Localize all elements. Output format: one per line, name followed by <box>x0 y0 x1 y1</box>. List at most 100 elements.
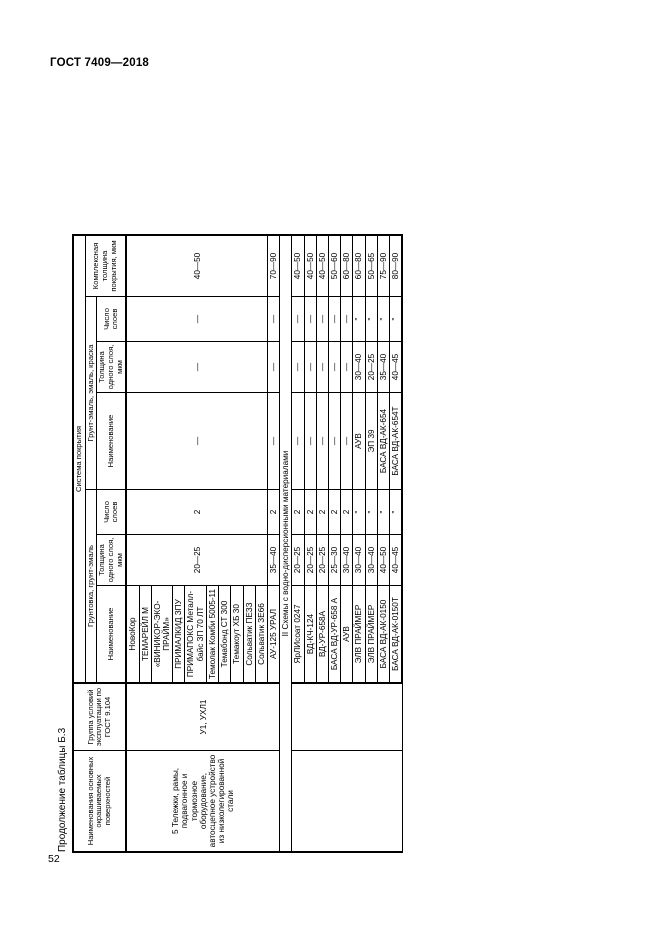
cell-pe-name: — <box>315 392 329 489</box>
cell-pe-thickness: 35—40 <box>376 341 389 392</box>
cell-pe-layers: — <box>340 296 353 341</box>
cell-pe-name: — <box>291 392 304 489</box>
cell-ge-name: АУ-125 УРАЛ <box>266 585 280 683</box>
cell-total-thickness: 40—50 <box>315 234 329 296</box>
cell-pe-layers: " <box>352 296 365 341</box>
cell-ge-name: БАСА ВД-АК-0150 <box>376 585 389 683</box>
cell-pe-thickness: — <box>303 341 316 392</box>
cell-pe-name: ЭП 39 <box>364 392 377 489</box>
cell-ge-name: Сольватик ПЕЗЗ <box>242 585 255 683</box>
cell-pe-name: — <box>328 392 341 489</box>
cell-pe-thickness: 40—45 <box>388 341 402 392</box>
cell-pe-layers: — <box>291 296 304 341</box>
cell-operating-group-continued <box>291 682 402 750</box>
cell-ge-name: ВД-КЧ-124 <box>303 585 316 683</box>
cell-pe-layers: — <box>125 296 267 341</box>
cell-ge-name: «ВИНИКОР-ЭКО-ПРАЙМ» <box>150 585 173 683</box>
cell-pe-name: БАСА ВД-АК-654Т <box>388 392 402 489</box>
cell-ge-thickness: 35—40 <box>266 534 280 585</box>
cell-ge-name: НовоКор <box>125 585 139 683</box>
cell-ge-layers: " <box>388 489 402 534</box>
cell-ge-layers: " <box>376 489 389 534</box>
cell-ge-thickness: 40—45 <box>388 534 402 585</box>
table-row: 5 Тележки, рамы, подвагонное и тормозное… <box>125 234 280 852</box>
cell-ge-layers: 2 <box>291 489 304 534</box>
cell-ge-layers: 2 <box>328 489 341 534</box>
cell-pe-thickness: — <box>125 341 267 392</box>
cell-total-thickness: 50—65 <box>364 234 377 296</box>
cell-operating-group: У1, УХЛ1 <box>125 682 280 750</box>
cell-ge-name: Темакоут ХБ 30 <box>230 585 243 683</box>
cell-total-thickness: 80—90 <box>388 234 402 296</box>
cell-surface-description: 5 Тележки, рамы, подвагонное и тормозное… <box>125 750 280 852</box>
cell-total-thickness: 60—80 <box>340 234 353 296</box>
cell-pe-layers: " <box>388 296 402 341</box>
cell-ge-name: БАСА ВД-АК-0150Т <box>388 585 402 683</box>
cell-pe-thickness: — <box>315 341 329 392</box>
coating-systems-table: Наименования основных окрашиваемых повер… <box>72 234 403 853</box>
cell-ge-name: ТЕМАРЕЙЛ М <box>138 585 151 683</box>
cell-ge-thickness: 40—50 <box>376 534 389 585</box>
cell-total-thickness: 40—50 <box>125 234 267 296</box>
cell-pe-name: — <box>125 392 267 489</box>
col-header-coating-system: Система покрытия <box>72 234 85 683</box>
col-header-primer-enamel: Грунт-эмаль, эмаль, краска <box>84 296 97 489</box>
table-caption: Продолжение таблицы Б.3 <box>56 727 68 852</box>
cell-ge-layers: " <box>352 489 365 534</box>
table-head: Наименования основных окрашиваемых повер… <box>72 234 126 852</box>
section-title: II Схемы с водно-дисперсионными материал… <box>279 234 292 852</box>
col-header-pe-name: Наименование <box>96 392 126 489</box>
cell-pe-thickness: 20—25 <box>364 341 377 392</box>
cell-ge-layers: " <box>364 489 377 534</box>
cell-ge-name: ЯрЛИсоат 0247 <box>291 585 304 683</box>
cell-ge-name: Темабонд СТ 300 <box>218 585 231 683</box>
cell-ge-name: АУВ <box>340 585 353 683</box>
cell-ge-thickness: 30—40 <box>364 534 377 585</box>
cell-ge-name: Сольватик ЗЕ66 <box>254 585 267 683</box>
cell-pe-thickness: — <box>340 341 353 392</box>
cell-pe-layers: " <box>376 296 389 341</box>
cell-ge-thickness: 30—40 <box>340 534 353 585</box>
cell-pe-name: АУВ <box>352 392 365 489</box>
cell-ge-thickness: 20—25 <box>125 534 267 585</box>
cell-ge-thickness: 25—30 <box>328 534 341 585</box>
cell-total-thickness: 50—60 <box>328 234 341 296</box>
cell-pe-layers: — <box>266 296 280 341</box>
cell-pe-name: — <box>340 392 353 489</box>
cell-ge-thickness: 20—25 <box>315 534 329 585</box>
page-number: 52 <box>48 853 60 865</box>
header-row-1: Наименования основных окрашиваемых повер… <box>72 234 126 852</box>
col-header-group: Группа условий эксплуатации по ГОСТ 9.10… <box>72 682 126 750</box>
cell-ge-name: ЭЛВ ПРАЙМЕР <box>352 585 365 683</box>
cell-ge-thickness: 20—25 <box>303 534 316 585</box>
cell-total-thickness: 40—50 <box>291 234 304 296</box>
rotated-table-inner: Продолжение таблицы Б.3 Наименования осн… <box>57 83 605 853</box>
cell-pe-thickness: — <box>291 341 304 392</box>
cell-total-thickness: 40—50 <box>303 234 316 296</box>
col-header-ge-name: Наименование <box>96 585 126 683</box>
cell-pe-thickness: — <box>328 341 341 392</box>
cell-ge-name: ВД-УР-658А <box>315 585 329 683</box>
col-header-pe-layers: Число слоев <box>96 296 126 341</box>
col-header-ge-layers: Число слоев <box>96 489 126 534</box>
col-header-surface: Наименования основных окрашиваемых повер… <box>72 750 126 852</box>
cell-total-thickness: 70—90 <box>266 234 280 296</box>
standard-code-header: ГОСТ 7409—2018 <box>50 57 150 69</box>
table-body: 5 Тележки, рамы, подвагонное и тормозное… <box>125 234 402 852</box>
cell-pe-thickness: 30—40 <box>352 341 365 392</box>
cell-ge-thickness: 30—40 <box>352 534 365 585</box>
cell-ge-name: ЭЛВ ПРАЙМЕР <box>364 585 377 683</box>
cell-ge-name: Темолак Комби 5005-11 <box>205 585 219 683</box>
cell-pe-layers: " <box>364 296 377 341</box>
col-header-total-thickness: Комплексная толщина покрытия, мкм <box>84 234 126 296</box>
cell-ge-layers: 2 <box>340 489 353 534</box>
cell-ge-name: ПРИМАПОКС Металл-байс ЗП 70 ЛТ <box>184 585 206 683</box>
cell-pe-layers: — <box>303 296 316 341</box>
cell-ge-thickness: 20—25 <box>291 534 304 585</box>
col-header-ge-thickness: Толщина одного слоя, мкм <box>96 534 126 585</box>
cell-ge-layers: 2 <box>315 489 329 534</box>
cell-pe-name: — <box>266 392 280 489</box>
cell-pe-name: БАСА ВД-АК-654 <box>376 392 389 489</box>
cell-pe-thickness: — <box>266 341 280 392</box>
